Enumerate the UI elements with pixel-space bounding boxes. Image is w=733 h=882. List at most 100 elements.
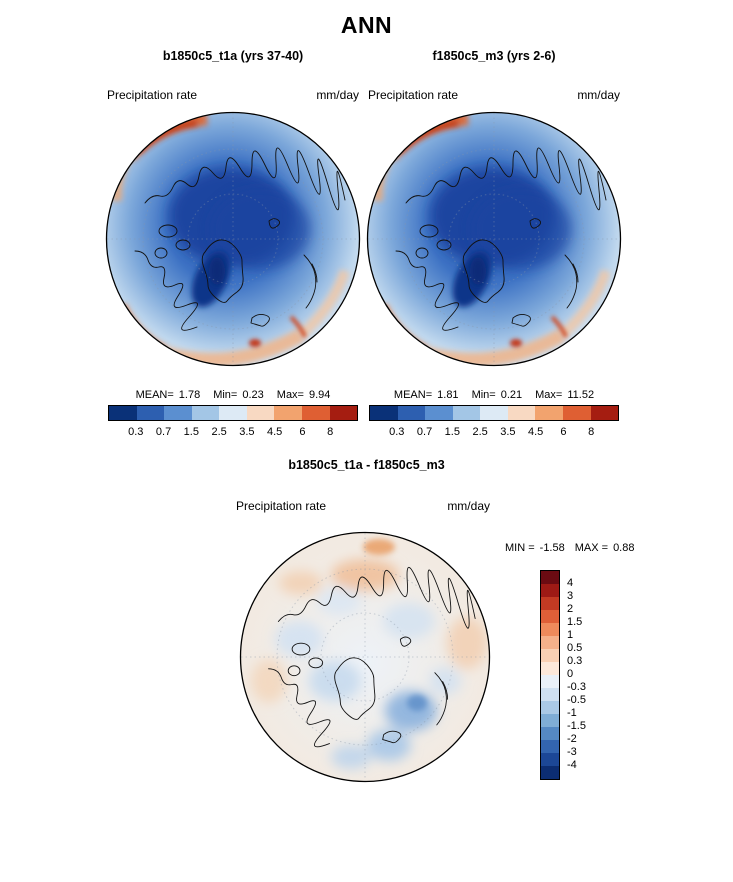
colorbar-tick-label: 8 [588,426,595,438]
colorbar-segment [452,406,481,420]
colorbar-segment [191,406,220,420]
panel-case1: b1850c5_t1a (yrs 37-40) Precipitation ra… [105,0,361,452]
min-value: 0.21 [500,389,523,401]
colorbar-segment [164,406,192,420]
colorbar-tick-label: 6 [299,426,306,438]
colorbar-segment [541,584,559,597]
colorbar-diff-labels: 4 3 2 1.5 1 0.5 0.3 0 -0.3 -0.5 -1 -1.5 -2 -3 -4 [567,570,611,782]
colorbar-label: -1.5 [567,720,586,732]
colorbar-segment [136,406,165,420]
colorbar-case1 [108,405,358,421]
max-value: 9.94 [309,389,331,401]
colorbar-segment [541,688,559,701]
mean-label: MEAN= [135,389,174,401]
min-label: Min= [471,389,496,401]
diff-field-row: Precipitation rate mm/day [236,499,490,513]
figure-title: ANN [340,12,393,38]
panel-case1-title: b1850c5_t1a (yrs 37-40) [162,49,304,63]
colorbar-segment [590,406,619,420]
diff-panel-title: b1850c5_t1a - f1850c5_m3 [288,458,445,472]
colorbar-case1-ticks: 0.3 0.7 1.5 2.5 3.5 4.5 6 8 [108,426,358,440]
colorbar-segment [541,649,559,662]
diff-minmax-line: MIN = -1.58 MAX = 0.88 [505,542,634,554]
colorbar-label: -0.5 [567,694,586,706]
colorbar-segment [541,571,559,584]
colorbar-label: 0.5 [567,642,583,654]
colorbar-tick-label: 0.3 [389,426,405,438]
colorbar-label: 1 [567,629,574,641]
units-label: mm/day [447,499,490,513]
colorbar-tick-label: 4.5 [267,426,283,438]
max-label: MAX = [574,542,609,554]
colorbar-label: 2 [567,603,574,615]
colorbar-label: -3 [567,746,577,758]
mean-value: 1.81 [437,389,459,401]
colorbar-segment [541,636,559,649]
field-label: Precipitation rate [236,499,327,513]
mean-label: MEAN= [393,389,433,401]
colorbar-segment [541,610,559,623]
colorbar-tick-label: 0.3 [128,426,144,438]
colorbar-segment [562,406,591,420]
polar-map-plot [239,531,491,783]
panel-case2: f1850c5_m3 (yrs 2-6) Precipitation rate … [366,0,622,452]
colorbar-segment [274,406,302,420]
colorbar-segment [219,406,247,420]
colorbar-segment [541,701,559,714]
colorbar-segment [541,753,559,766]
field-label: Precipitation rate [107,88,198,102]
units-label: mm/day [577,88,620,102]
colorbar-label: 0.3 [567,655,583,667]
max-label: Max= [276,389,304,401]
colorbar-tick-label: 2.5 [211,426,227,438]
colorbar-label: 0 [567,668,574,680]
units-label: mm/day [316,88,359,102]
panel-case2-title: f1850c5_m3 (yrs 2-6) [432,49,556,63]
max-value: 11.52 [567,389,595,401]
colorbar-tick-label: 0.7 [155,426,172,438]
colorbar-tick-label: 3.5 [500,426,516,438]
panel-case2-field-row: Precipitation rate mm/day [368,88,620,102]
colorbar-segment [541,675,559,688]
min-label: MIN = [505,542,535,554]
panel-case1-field-row: Precipitation rate mm/day [107,88,359,102]
colorbar-label: 4 [567,577,574,589]
colorbar-tick-label: 1.5 [183,426,199,438]
colorbar-segment [535,406,563,420]
colorbar-label: -4 [567,759,577,771]
colorbar-label: -1 [567,707,577,719]
colorbar-label: -2 [567,733,577,745]
precip-map-diff [239,531,491,783]
colorbar-segment [507,406,536,420]
colorbar-segment [246,406,275,420]
polar-map-plot [105,111,361,367]
precip-map-case1 [105,111,361,367]
colorbar-segment [425,406,453,420]
stats-line: MEAN= 1.81 Min= 0.21 Max= 11.52 [366,389,622,401]
mean-value: 1.78 [178,389,201,401]
min-value: 0.23 [242,389,264,401]
field-label: Precipitation rate [368,88,459,102]
colorbar-diff [540,570,560,780]
colorbar-segment [109,406,137,420]
colorbar-segment [541,597,559,610]
colorbar-segment [541,740,559,753]
max-value: 0.88 [613,542,635,554]
precip-map-case2 [366,111,622,367]
colorbar-label: -0.3 [567,681,586,693]
colorbar-segment [541,662,559,675]
colorbar-segment [541,623,559,636]
colorbar-segment [370,406,398,420]
colorbar-tick-label: 4.5 [528,426,544,438]
stats-line: MEAN= 1.78 Min= 0.23 Max= 9.94 [105,389,361,401]
colorbar-case2-ticks: 0.3 0.7 1.5 2.5 3.5 4.5 6 8 [369,426,619,440]
min-label: Min= [213,389,238,401]
colorbar-segment [541,714,559,727]
max-label: Max= [535,389,563,401]
colorbar-segment [397,406,426,420]
colorbar-tick-label: 6 [560,426,567,438]
colorbar-tick-label: 8 [327,426,334,438]
colorbar-segment [301,406,330,420]
colorbar-segment [329,406,358,420]
